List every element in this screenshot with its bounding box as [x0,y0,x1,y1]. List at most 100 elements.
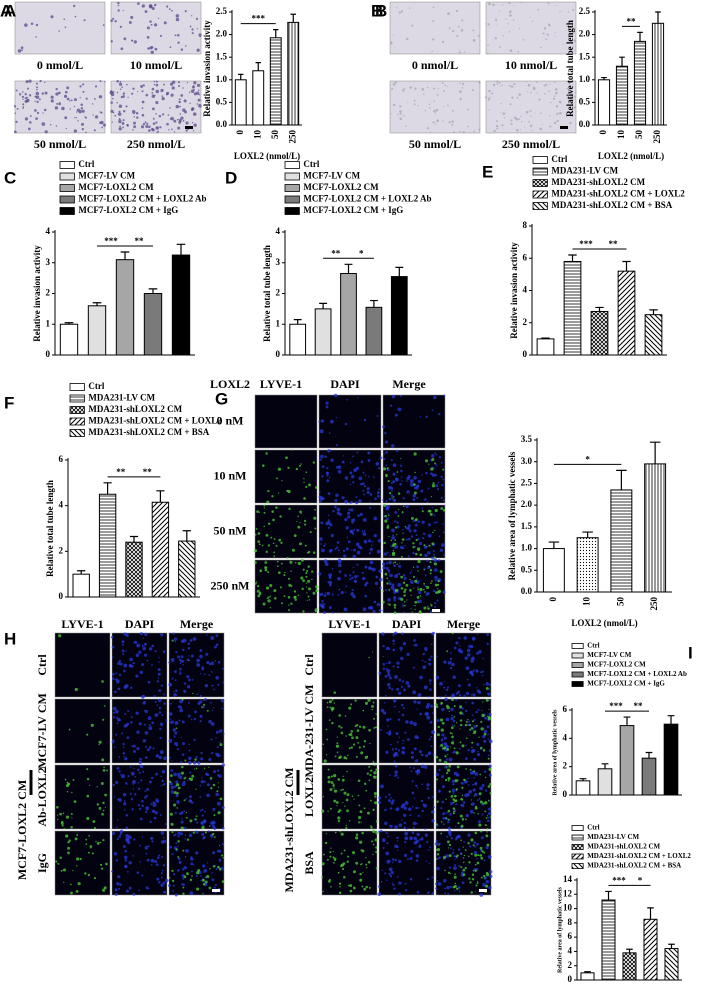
texture-dot [67,782,71,786]
texture-dot [394,81,397,84]
texture-dot [211,684,213,687]
texture-dot [132,750,136,754]
texture-dot [476,799,479,802]
texture-dot [116,716,118,719]
texture-dot [35,117,38,120]
texture-dot [312,591,316,595]
texture-dot [22,98,24,101]
texture-dot [123,685,128,689]
texture-dot [203,767,206,770]
texture-dot [174,689,178,693]
texture-dot [518,27,521,30]
texture-dot [114,888,118,892]
texture-dot [394,561,397,564]
texture-dot [384,589,387,592]
texture-dot [398,678,402,682]
texture-dot [349,462,352,464]
texture-dot [184,110,188,114]
y-axis-label: Relative total tube length [45,480,55,577]
texture-dot [403,600,406,603]
texture-dot [324,841,328,845]
image-label: 10 nmol/L [130,58,182,72]
texture-dot [188,655,190,657]
texture-dot [413,797,416,799]
texture-dot [452,30,455,33]
texture-dot [372,476,375,479]
legend-label: MCF7-LOXL2 CM + LOXL2 Ab [78,194,206,204]
texture-dot [57,862,60,865]
texture-dot [326,479,330,483]
texture-dot [462,868,466,872]
texture-dot [158,880,161,884]
texture-dot [488,767,492,772]
texture-dot [367,606,372,610]
texture-dot [352,566,354,568]
texture-dot [128,886,132,890]
texture-dot [123,755,125,758]
texture-dot [389,874,392,877]
texture-dot [327,492,331,495]
texture-dot [375,850,378,854]
micrograph [389,80,481,134]
texture-dot [473,718,476,721]
texture-dot [398,711,401,713]
texture-dot [222,667,224,670]
texture-dot [456,765,460,769]
texture-dot [149,46,153,50]
texture-dot [303,477,305,480]
texture-dot [380,784,384,789]
texture-dot [159,736,162,740]
texture-dot [446,772,449,775]
texture-dot [103,886,107,890]
texture-dot [267,489,270,493]
texture-dot [370,769,373,772]
texture-dot [445,758,449,761]
image-label: 10 nmol/L [505,58,557,72]
texture-dot [465,768,467,770]
texture-dot [157,130,160,133]
texture-dot [339,885,341,888]
texture-dot [215,868,218,870]
texture-dot [484,824,487,826]
texture-dot [346,793,350,797]
legend-swatch [59,172,75,181]
texture-dot [485,879,490,884]
texture-dot [326,706,329,708]
texture-dot [485,698,489,702]
texture-dot [444,760,448,764]
texture-dot [337,558,342,562]
texture-dot [434,462,436,465]
texture-dot [173,785,177,788]
texture-dot [415,534,418,537]
texture-dot [175,104,180,109]
texture-dot [117,661,121,666]
texture-dot [169,712,173,716]
texture-dot [402,497,405,500]
texture-dot [427,606,429,608]
texture-dot [142,701,147,705]
texture-dot [178,775,183,780]
texture-dot [273,555,276,557]
texture-dot [477,750,479,753]
texture-dot [327,780,331,784]
y-tick-label: 0.0 [521,586,533,596]
image-label: MCF7-LV CM [35,693,49,769]
texture-dot [428,544,431,547]
texture-dot [461,786,464,789]
texture-dot [513,82,516,86]
texture-dot [438,789,441,793]
texture-dot [345,585,348,588]
texture-dot [432,121,434,124]
texture-dot [345,824,347,827]
texture-dot [405,720,409,724]
texture-dot [196,83,201,87]
texture-dot [468,845,472,848]
texture-dot [61,824,64,827]
texture-dot [465,780,469,783]
y-tick-label: 0.0 [579,119,591,129]
significance-label: *** [104,236,118,246]
texture-dot [157,677,159,679]
texture-dot [201,667,205,671]
texture-dot [385,795,388,798]
texture-dot [555,105,559,108]
